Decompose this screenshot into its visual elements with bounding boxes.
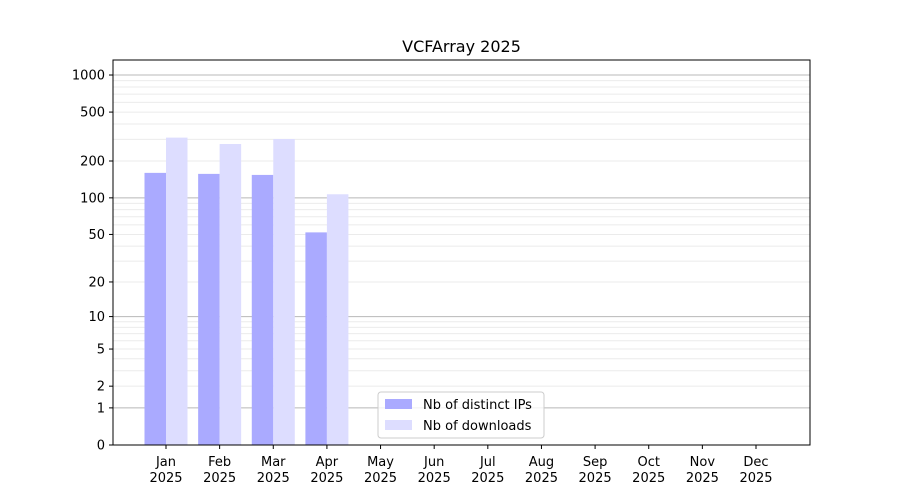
y-tick-label: 1000 (72, 69, 105, 84)
legend-swatch-distinct-ips (385, 399, 412, 409)
x-axis: Jan 2025 Feb 2025 Mar 2025 Apr 2025 May 2025 Jun 20… (149, 445, 773, 486)
legend: Nb of distinct IPs Nb of downloads (377, 391, 545, 439)
bar-distinct-ips (144, 172, 166, 445)
chart-title: VCFArray 2025 (402, 37, 521, 56)
y-tick-label: 10 (88, 310, 105, 325)
legend-label-downloads: Nb of downloads (423, 419, 532, 434)
x-tick-label: Apr 2025 (310, 455, 343, 486)
y-tick-label: 5 (97, 343, 105, 358)
y-tick-label: 200 (80, 154, 105, 169)
x-tick-label: Mar 2025 (257, 455, 290, 486)
bar-downloads (273, 139, 295, 445)
x-tick-label: Sep 2025 (579, 455, 612, 486)
x-tick-label: Aug 2025 (525, 455, 558, 486)
y-tick-label: 20 (88, 275, 105, 290)
y-tick-label: 2 (97, 380, 105, 395)
y-tick-label: 0 (97, 439, 105, 454)
x-tick-label: Nov 2025 (686, 455, 719, 486)
bar-distinct-ips (251, 174, 274, 445)
x-tick-label: Jun 2025 (418, 455, 451, 486)
bar-downloads (326, 194, 349, 445)
legend-label-distinct-ips: Nb of distinct IPs (423, 398, 532, 413)
y-tick-label: 500 (80, 106, 105, 121)
y-tick-label: 1 (97, 401, 105, 416)
x-tick-label: May 2025 (364, 455, 397, 486)
bar-distinct-ips (305, 232, 327, 445)
bar-downloads (219, 144, 242, 445)
bar-distinct-ips (198, 173, 220, 445)
x-tick-label: Jul 2025 (471, 455, 504, 486)
x-tick-label: Feb 2025 (203, 455, 236, 486)
bars (144, 137, 349, 445)
x-tick-label: Jan 2025 (149, 455, 182, 486)
bar-downloads (166, 137, 188, 445)
y-tick-label: 50 (88, 228, 105, 243)
legend-swatch-downloads (385, 420, 412, 430)
plot-frame (112, 59, 811, 446)
legend-box (377, 391, 545, 439)
x-tick-label: Dec 2025 (739, 455, 772, 486)
x-tick-label: Oct 2025 (632, 455, 665, 486)
y-axis: 0 1 2 5 10 20 50 100 200 500 1000 (72, 69, 113, 454)
y-tick-label: 100 (80, 191, 105, 206)
